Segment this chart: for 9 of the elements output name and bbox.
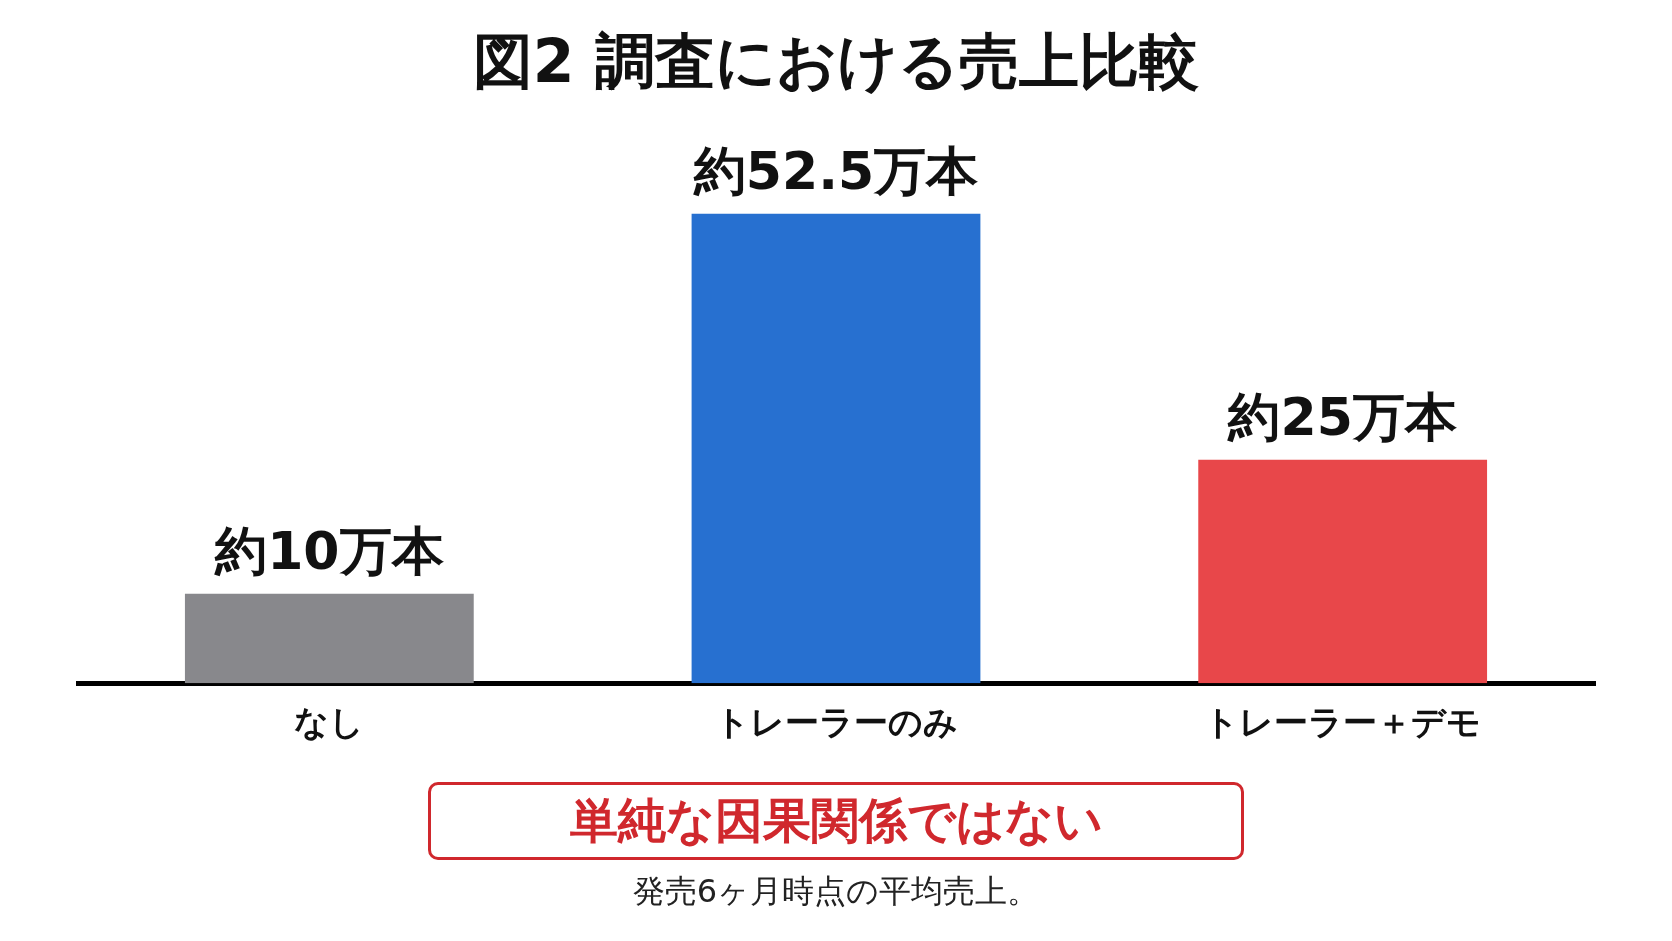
x-tick-label: トレーラー＋デモ — [1204, 702, 1482, 743]
data-label: 約25万本 — [1227, 387, 1457, 448]
x-tick-label: トレーラーのみ — [714, 702, 958, 743]
text: 単純な因果関係ではない — [428, 782, 1244, 860]
text: 発売6ヶ月時点の平均売上。 — [632, 871, 1040, 912]
chart-title: 図2 調査における売上比較 — [472, 25, 1200, 98]
data-label: 約10万本 — [214, 521, 444, 582]
data-label: 約52.5万本 — [692, 141, 979, 202]
x-tick-label: なし — [294, 702, 365, 743]
